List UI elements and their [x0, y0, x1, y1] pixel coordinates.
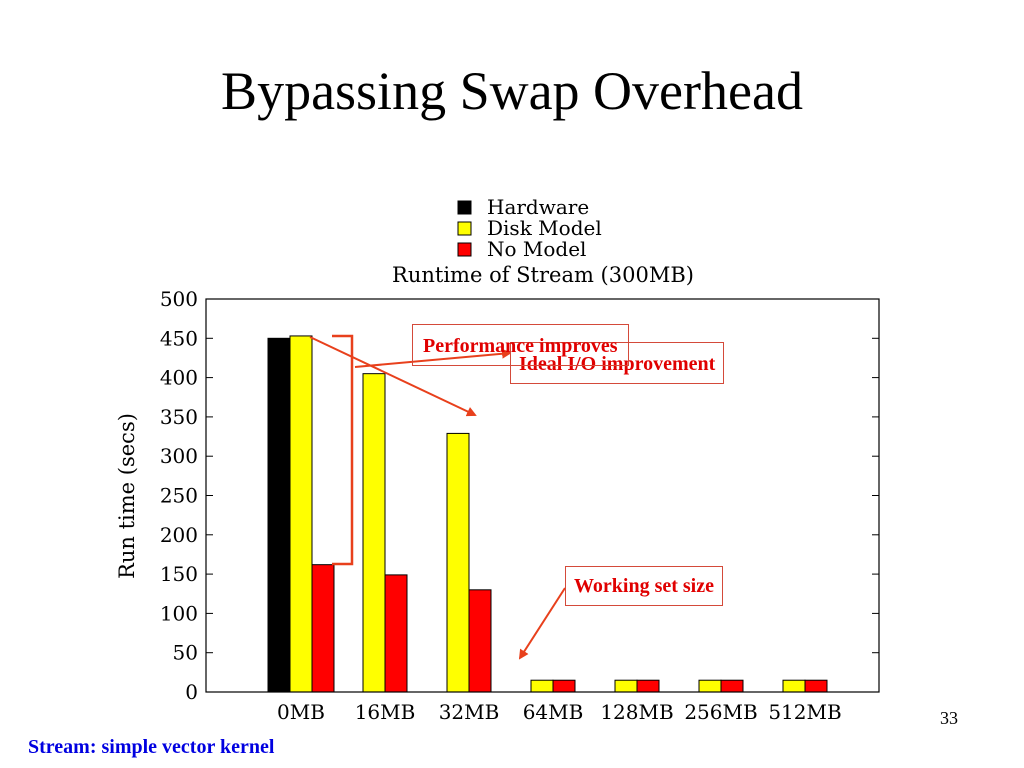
x-tick-label: 64MB	[523, 700, 584, 724]
legend-swatch-no-model	[457, 242, 472, 257]
y-tick-label: 100	[160, 601, 198, 625]
arrow-working-set	[518, 587, 566, 660]
y-tick-label: 50	[173, 641, 198, 665]
y-tick-label: 450	[160, 326, 198, 350]
bar-disk-model-0mb	[289, 335, 313, 693]
x-tick-label: 32MB	[439, 700, 500, 724]
bar-disk-model-256mb	[698, 679, 722, 693]
annotation-arrows	[309, 334, 566, 660]
slide-number: 33	[940, 708, 958, 728]
legend-swatch-disk-model	[457, 221, 472, 236]
y-tick-label: 350	[160, 405, 198, 429]
footer-caption: Stream: simple vector kernel	[28, 736, 275, 758]
chart-title: Runtime of Stream (300MB)	[392, 263, 694, 287]
bar-no-model-128mb	[636, 679, 660, 693]
y-axis-ticks: 0 50 100 150 200 250 300 350 400 450 500	[160, 287, 879, 704]
y-tick-label: 150	[160, 562, 198, 586]
x-tick-label: 512MB	[768, 700, 841, 724]
y-tick-label: 500	[160, 287, 198, 311]
x-tick-label: 16MB	[355, 700, 416, 724]
legend-label: Hardware	[487, 195, 589, 219]
bar-no-model-256mb	[720, 679, 744, 693]
callout-ideal-io: Ideal I/O improvement	[510, 342, 725, 384]
bar-no-model-0mb	[311, 564, 335, 693]
bracket-ideal-io	[332, 334, 354, 566]
legend-swatch-hardware	[457, 200, 472, 215]
bar-disk-model-512mb	[782, 679, 806, 693]
x-tick-label: 0MB	[277, 700, 325, 724]
y-axis-label: Run time (secs)	[115, 413, 139, 579]
bar-no-model-16mb	[384, 574, 408, 693]
bar-disk-model-16mb	[362, 373, 386, 693]
callout-performance: Performance improves	[412, 324, 629, 366]
y-tick-label: 200	[160, 523, 198, 547]
bar-no-model-64mb	[552, 679, 576, 693]
y-tick-label: 300	[160, 444, 198, 468]
legend-label: No Model	[487, 237, 586, 261]
bar-disk-model-64mb	[530, 679, 554, 693]
legend-label: Disk Model	[487, 216, 602, 240]
y-tick-label: 250	[160, 484, 198, 508]
bar-hardware-0mb	[267, 337, 291, 693]
x-tick-label: 256MB	[684, 700, 757, 724]
arrow-performance	[309, 336, 477, 417]
callout-working-set: Working set size	[565, 566, 723, 606]
bar-no-model-512mb	[804, 679, 828, 693]
bars	[267, 335, 828, 693]
arrow-ideal-io	[354, 348, 512, 368]
bar-no-model-32mb	[468, 589, 492, 693]
bar-disk-model-32mb	[446, 432, 470, 693]
slide-title: Bypassing Swap Overhead	[221, 61, 803, 121]
y-tick-label: 0	[185, 680, 198, 704]
bar-disk-model-128mb	[614, 679, 638, 693]
x-axis-labels: 0MB 16MB 32MB 64MB 128MB 256MB 512MB	[277, 686, 842, 724]
plot-area-frame	[205, 298, 880, 693]
y-tick-label: 400	[160, 366, 198, 390]
x-tick-label: 128MB	[600, 700, 673, 724]
